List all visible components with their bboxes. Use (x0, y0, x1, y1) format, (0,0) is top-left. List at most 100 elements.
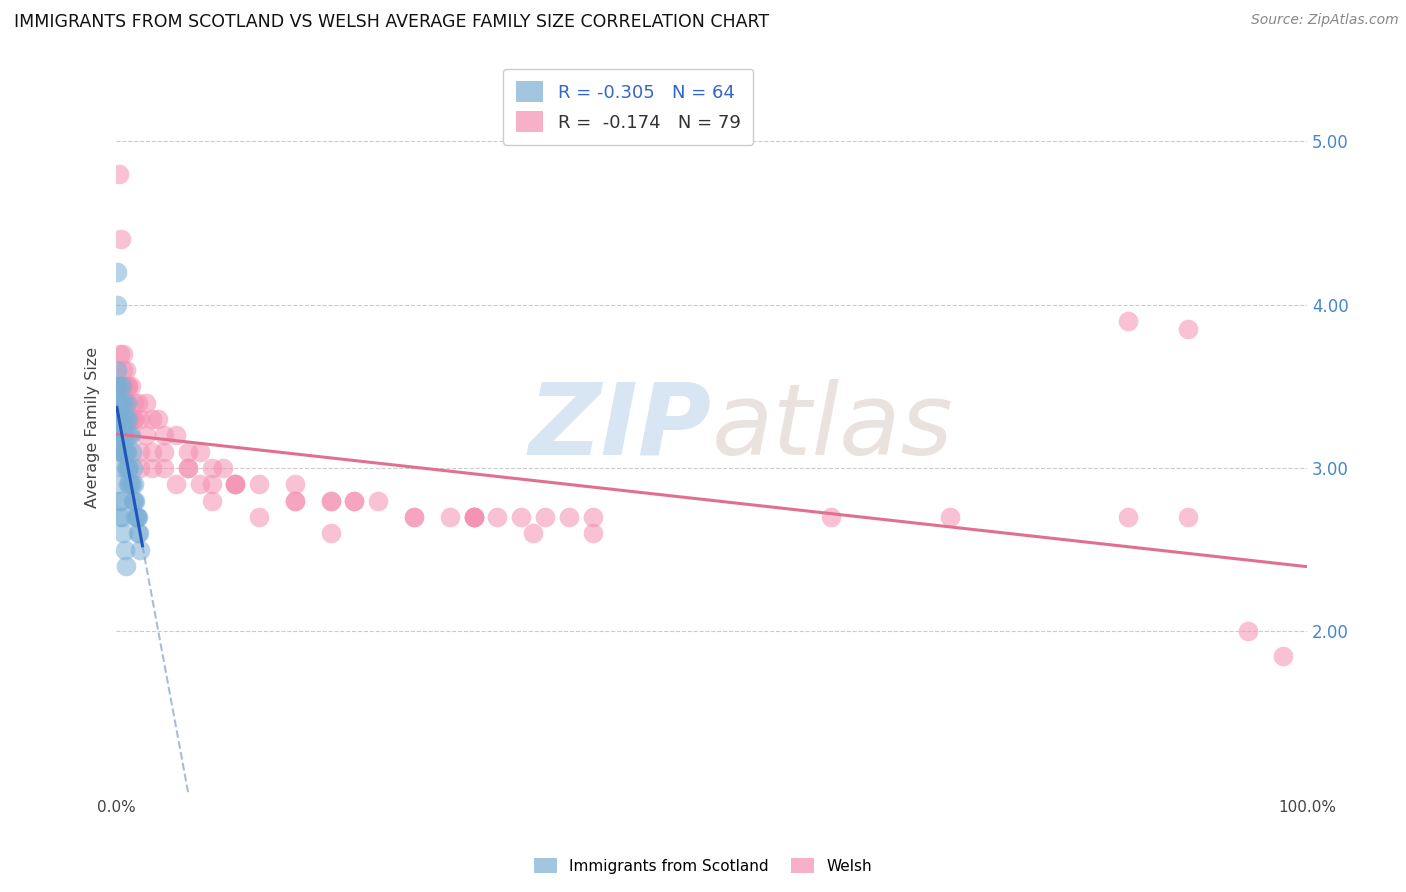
Point (108, 412, 131, 426)
Point (121, 444, 143, 458)
Point (343, 493, 366, 508)
Point (127, 510, 149, 524)
Point (127, 395, 149, 409)
Point (124, 510, 146, 524)
Point (115, 444, 138, 458)
Point (939, 510, 962, 524)
Point (1272, 648, 1295, 663)
Point (110, 428, 132, 442)
Point (114, 444, 136, 458)
Point (118, 428, 141, 442)
Point (115, 461, 138, 475)
Point (177, 461, 200, 475)
Point (284, 493, 307, 508)
Point (402, 510, 425, 524)
Point (1118, 314, 1140, 328)
Point (107, 412, 129, 426)
Point (165, 477, 187, 491)
Point (111, 412, 134, 426)
Legend: Immigrants from Scotland, Welsh: Immigrants from Scotland, Welsh (527, 852, 879, 880)
Point (820, 510, 842, 524)
Point (129, 542, 152, 557)
Point (122, 493, 145, 508)
Point (114, 461, 136, 475)
Point (117, 379, 139, 393)
Point (120, 428, 142, 442)
Point (107, 298, 129, 312)
Point (110, 379, 132, 393)
Legend: R = -0.305   N = 64, R =  -0.174   N = 79: R = -0.305 N = 64, R = -0.174 N = 79 (503, 69, 754, 145)
Point (114, 542, 136, 557)
Point (319, 493, 342, 508)
Point (108, 444, 131, 458)
Point (522, 526, 544, 541)
Point (129, 412, 152, 426)
Point (120, 379, 142, 393)
Point (111, 428, 134, 442)
Point (107, 379, 129, 393)
Point (122, 461, 145, 475)
Point (153, 428, 176, 442)
Point (319, 526, 342, 541)
Point (510, 510, 533, 524)
Point (114, 412, 136, 426)
Text: Source: ZipAtlas.com: Source: ZipAtlas.com (1251, 13, 1399, 28)
Point (110, 444, 132, 458)
Point (463, 510, 485, 524)
Point (122, 477, 145, 491)
Point (125, 510, 148, 524)
Point (107, 493, 129, 508)
Point (111, 510, 134, 524)
Point (107, 395, 129, 409)
Point (114, 363, 136, 377)
Point (107, 379, 129, 393)
Point (112, 526, 135, 541)
Point (122, 493, 145, 508)
Point (1177, 510, 1199, 524)
Point (188, 444, 211, 458)
Point (117, 379, 139, 393)
Point (107, 265, 129, 279)
Point (112, 444, 135, 458)
Point (224, 477, 246, 491)
Point (200, 477, 222, 491)
Point (247, 510, 270, 524)
Point (367, 493, 389, 508)
Point (114, 412, 136, 426)
Point (120, 477, 142, 491)
Point (114, 559, 136, 574)
Point (581, 510, 603, 524)
Point (108, 379, 131, 393)
Point (115, 395, 138, 409)
Point (146, 412, 169, 426)
Point (558, 510, 581, 524)
Y-axis label: Average Family Size: Average Family Size (86, 347, 100, 508)
Point (112, 395, 135, 409)
Point (107, 395, 129, 409)
Point (108, 428, 131, 442)
Point (224, 477, 246, 491)
Point (110, 395, 132, 409)
Point (114, 428, 136, 442)
Point (112, 363, 135, 377)
Point (188, 477, 211, 491)
Point (120, 412, 142, 426)
Point (486, 510, 509, 524)
Point (1118, 510, 1140, 524)
Point (177, 461, 200, 475)
Point (108, 412, 131, 426)
Point (284, 477, 307, 491)
Point (118, 461, 141, 475)
Point (153, 444, 176, 458)
Point (111, 412, 134, 426)
Point (177, 444, 200, 458)
Point (200, 461, 222, 475)
Point (114, 395, 136, 409)
Point (111, 379, 134, 393)
Point (200, 493, 222, 508)
Point (107, 477, 129, 491)
Point (110, 493, 132, 508)
Point (463, 510, 485, 524)
Point (117, 428, 139, 442)
Point (1236, 624, 1258, 639)
